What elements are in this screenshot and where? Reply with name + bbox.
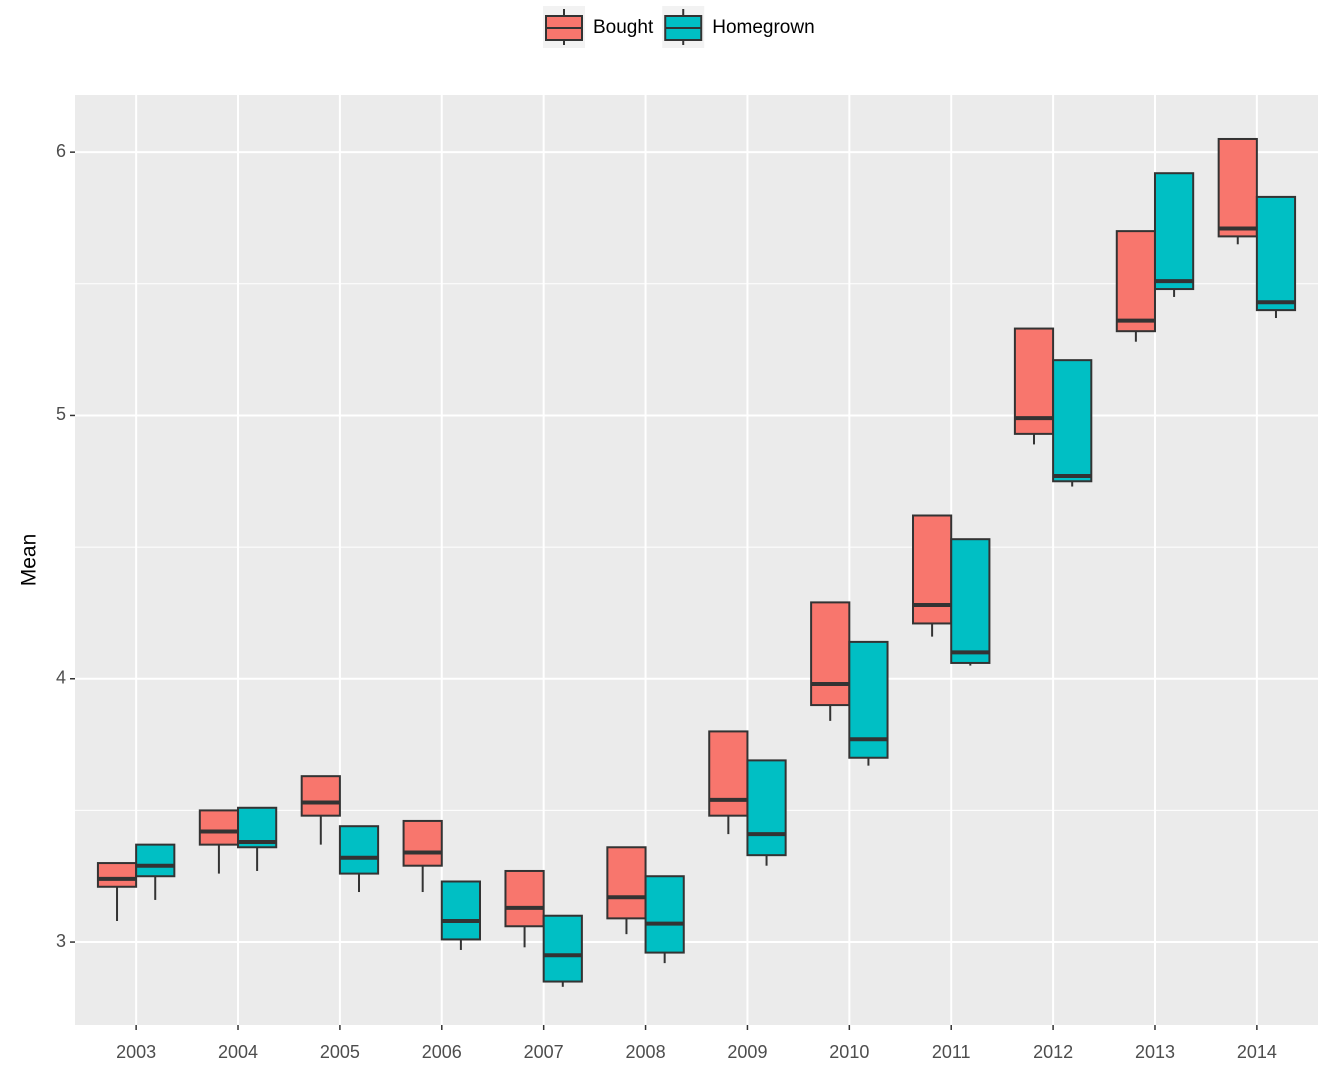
box xyxy=(198,809,240,846)
box xyxy=(644,875,685,954)
x-tick-label: 2012 xyxy=(1033,1042,1073,1062)
box xyxy=(402,819,443,867)
x-tick-label: 2009 xyxy=(727,1042,767,1062)
y-axis-title: Mean xyxy=(18,534,41,587)
legend-label: Bought xyxy=(593,17,654,38)
y-tick-label: 4 xyxy=(56,668,66,688)
box xyxy=(542,914,583,983)
box xyxy=(504,869,545,928)
panel xyxy=(75,95,1318,1025)
box xyxy=(300,775,341,817)
box xyxy=(606,846,647,920)
box xyxy=(912,514,953,625)
box xyxy=(708,730,749,817)
box xyxy=(1255,195,1297,312)
x-tick-label: 2008 xyxy=(626,1042,666,1062)
box xyxy=(1153,172,1195,291)
x-tick-label: 2011 xyxy=(932,1042,971,1062)
y-tick-label: 6 xyxy=(56,141,66,161)
x-tick-label: 2006 xyxy=(422,1042,462,1062)
legend-label: Homegrown xyxy=(712,17,814,38)
x-tick-label: 2004 xyxy=(218,1042,258,1062)
box xyxy=(746,759,787,857)
x-tick-label: 2003 xyxy=(116,1042,156,1062)
box xyxy=(1115,230,1156,333)
box xyxy=(1052,359,1093,483)
x-tick-label: 2013 xyxy=(1135,1042,1175,1062)
x-tick-label: 2010 xyxy=(829,1042,869,1062)
y-tick-label: 3 xyxy=(56,931,66,951)
box xyxy=(440,880,481,941)
marks xyxy=(96,137,1297,987)
x-tick-label: 2014 xyxy=(1237,1042,1277,1062)
y-tick-label: 5 xyxy=(56,404,66,424)
x-tick-label: 2005 xyxy=(320,1042,360,1062)
box xyxy=(135,843,176,878)
x-tick-label: 2007 xyxy=(524,1042,564,1062)
box xyxy=(810,601,851,707)
box xyxy=(950,538,991,664)
box xyxy=(338,825,380,875)
box xyxy=(96,862,138,888)
box xyxy=(1217,137,1258,238)
